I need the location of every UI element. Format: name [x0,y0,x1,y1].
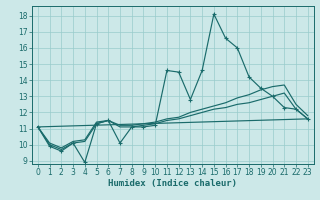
X-axis label: Humidex (Indice chaleur): Humidex (Indice chaleur) [108,179,237,188]
